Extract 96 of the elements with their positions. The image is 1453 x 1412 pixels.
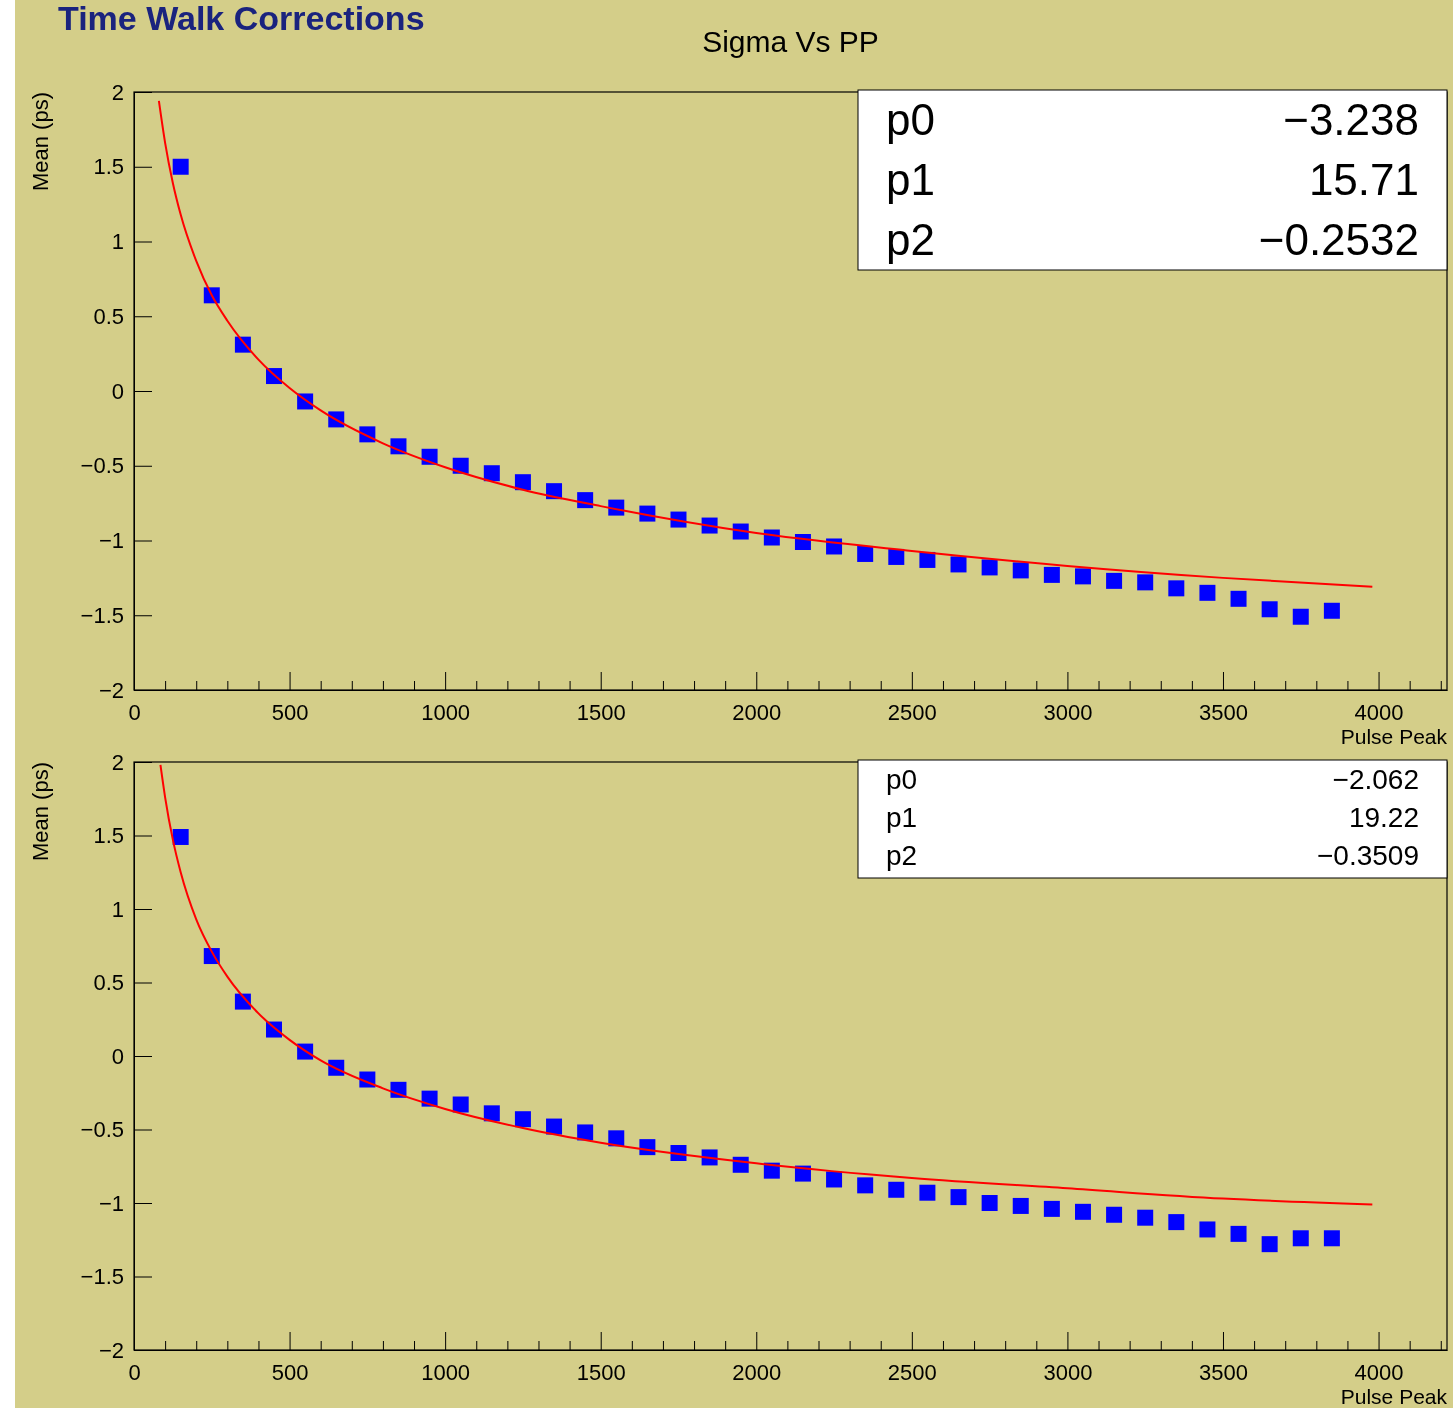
point xyxy=(888,548,905,565)
annotation: −3.238 xyxy=(1283,95,1419,144)
x-tick-label: 3000 xyxy=(1043,699,1093,725)
point xyxy=(1074,568,1091,585)
point xyxy=(1292,1230,1309,1247)
x-tick-label: 2500 xyxy=(887,1359,937,1385)
point xyxy=(1168,1214,1185,1231)
point xyxy=(1323,1230,1340,1247)
point xyxy=(950,556,967,573)
point xyxy=(1292,608,1309,625)
point xyxy=(826,1171,843,1188)
annotation: −0.2532 xyxy=(1258,215,1419,264)
annotation: −2.062 xyxy=(1332,763,1419,795)
annotation: 19.22 xyxy=(1348,801,1419,833)
point xyxy=(1106,1206,1123,1223)
point xyxy=(919,551,936,568)
y-axis-title: Mean (ps) xyxy=(28,762,53,862)
point xyxy=(857,1177,874,1194)
point xyxy=(1199,584,1216,601)
point xyxy=(1199,1221,1216,1238)
y-tick-label: −0.5 xyxy=(80,1117,124,1143)
x-tick-label: 500 xyxy=(271,1359,309,1385)
y-tick-label: 0.5 xyxy=(93,970,124,996)
y-tick-label: 2 xyxy=(111,749,124,775)
point xyxy=(981,559,998,576)
point xyxy=(172,828,189,845)
y-tick-label: −1 xyxy=(98,1190,124,1216)
y-tick-label: 1 xyxy=(111,896,124,922)
point xyxy=(577,1124,594,1141)
point xyxy=(1106,572,1123,589)
point xyxy=(981,1195,998,1211)
x-tick-label: 1000 xyxy=(421,699,471,725)
x-tick-label: 4000 xyxy=(1354,699,1404,725)
point xyxy=(452,1096,469,1113)
y-tick-label: −0.5 xyxy=(80,453,124,479)
annotation: p0 xyxy=(886,763,918,795)
point xyxy=(1230,1225,1247,1242)
point xyxy=(1043,1200,1060,1217)
y-tick-label: 1.5 xyxy=(93,154,124,180)
x-tick-label: 0 xyxy=(128,699,141,725)
annotation: p1 xyxy=(886,155,935,204)
point xyxy=(950,1189,967,1206)
point xyxy=(1043,566,1060,583)
point xyxy=(857,545,874,562)
x-tick-label: 2000 xyxy=(732,699,782,725)
annotation: 15.71 xyxy=(1308,155,1419,204)
chart-title: Sigma Vs PP xyxy=(702,25,879,58)
point xyxy=(172,158,189,175)
annotation: p2 xyxy=(886,839,918,871)
x-tick-label: 4000 xyxy=(1354,1359,1404,1385)
y-tick-label: −1.5 xyxy=(80,1264,124,1290)
x-tick-label: 1500 xyxy=(576,699,626,725)
y-axis-title: Mean (ps) xyxy=(28,92,53,192)
y-tick-label: 0.5 xyxy=(93,303,124,329)
point xyxy=(1012,562,1029,579)
text: Time Walk Corrections xyxy=(58,0,425,37)
annotation: p2 xyxy=(886,215,935,264)
point xyxy=(514,1111,531,1128)
x-tick-label: 2000 xyxy=(732,1359,782,1385)
point xyxy=(514,474,531,491)
x-tick-label: 3500 xyxy=(1199,699,1248,725)
annotation: p0 xyxy=(886,95,935,144)
x-tick-label: 500 xyxy=(271,699,309,725)
x-tick-label: 1000 xyxy=(421,1359,471,1385)
annotation: −0.3509 xyxy=(1317,839,1419,871)
point xyxy=(1323,602,1340,619)
y-tick-label: 0 xyxy=(111,1043,124,1069)
point xyxy=(1074,1203,1091,1220)
point xyxy=(919,1184,936,1201)
point xyxy=(888,1181,905,1198)
x-axis-title: Pulse Peak xyxy=(1340,1385,1448,1408)
x-tick-label: 2500 xyxy=(887,699,937,725)
y-tick-label: −1.5 xyxy=(80,602,124,628)
point xyxy=(1137,1209,1154,1226)
y-tick-label: −1 xyxy=(98,528,124,554)
y-tick-label: −2 xyxy=(98,677,124,703)
y-tick-label: 1.5 xyxy=(93,823,124,849)
x-axis-title: Pulse Peak xyxy=(1340,725,1448,748)
x-tick-label: 0 xyxy=(128,1359,141,1385)
y-tick-label: −2 xyxy=(98,1337,124,1363)
point xyxy=(1261,601,1278,618)
point xyxy=(1261,1236,1278,1253)
point xyxy=(1012,1197,1029,1214)
point xyxy=(1230,590,1247,607)
y-tick-label: 1 xyxy=(111,229,124,255)
point xyxy=(483,465,500,482)
y-tick-label: 2 xyxy=(111,79,124,105)
point xyxy=(483,1105,500,1122)
point xyxy=(1168,580,1185,597)
y-tick-label: 0 xyxy=(111,378,124,404)
annotation: p1 xyxy=(886,801,918,833)
point xyxy=(546,1118,563,1135)
x-tick-label: 3500 xyxy=(1199,1359,1248,1385)
x-tick-label: 3000 xyxy=(1043,1359,1093,1385)
point xyxy=(1137,574,1154,591)
x-tick-label: 1500 xyxy=(576,1359,626,1385)
